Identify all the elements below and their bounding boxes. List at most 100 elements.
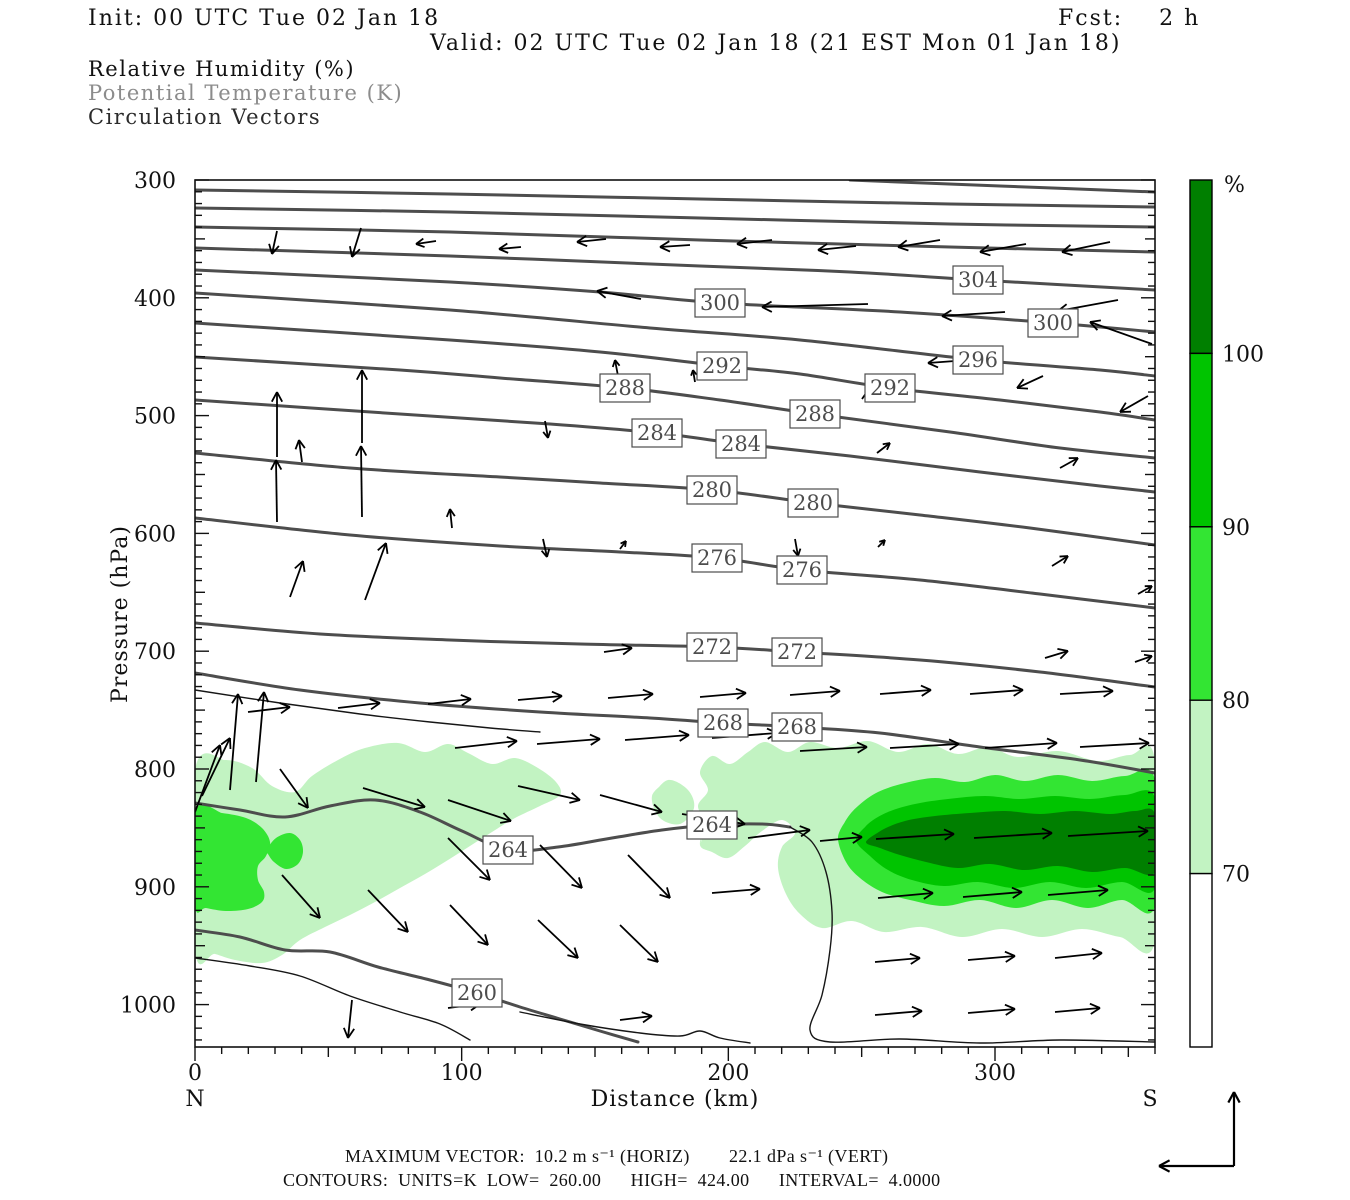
theta-contour-266 [195, 689, 541, 733]
colorbar-band-90 [1189, 352, 1213, 528]
wind-vector [690, 369, 698, 383]
wind-vector [819, 831, 863, 844]
contour-label-296: 296 [952, 345, 1004, 375]
svg-text:276: 276 [782, 558, 822, 582]
contour-label-292: 292 [696, 351, 748, 381]
colorbar-tick-70: 70 [1222, 863, 1250, 888]
wind-vector [195, 744, 223, 813]
wind-vector [229, 693, 244, 791]
contour-label-264: 264 [482, 835, 534, 865]
svg-text:288: 288 [795, 402, 835, 426]
wind-vector [877, 539, 886, 548]
wind-vector [979, 243, 1027, 257]
contour-label-284: 284 [631, 418, 683, 448]
wind-vector [542, 420, 552, 439]
wind-vector [927, 356, 956, 369]
wind-vector [415, 237, 437, 248]
svg-text:292: 292 [870, 376, 910, 400]
colorbar-tick-100: 100 [1222, 342, 1264, 367]
contour-label-272: 272 [771, 637, 823, 667]
contour-label-272: 272 [686, 632, 738, 662]
field-label-relative-humidity: Relative Humidity (%) [88, 57, 356, 81]
svg-text:1000: 1000 [120, 994, 176, 1019]
svg-text:0: 0 [188, 1061, 202, 1086]
wind-vector [596, 286, 642, 300]
svg-text:300: 300 [134, 169, 176, 194]
wind-vector [711, 883, 761, 896]
rh-fill-70 [651, 779, 695, 825]
theta-contour-260 [519, 1011, 751, 1044]
wind-vector [627, 854, 671, 899]
wind-vector [611, 359, 621, 377]
wind-vector [1054, 1002, 1101, 1015]
colorbar-tick-90: 90 [1222, 516, 1250, 541]
theta-contour-296 [195, 291, 1155, 378]
svg-text:100: 100 [441, 1061, 483, 1086]
wind-vector [1119, 395, 1149, 413]
wind-vector [540, 538, 551, 558]
wind-vector [537, 919, 579, 959]
wind-vector [607, 688, 654, 701]
svg-text:280: 280 [692, 478, 732, 502]
colorbar-tick-80: 80 [1222, 689, 1250, 714]
wind-vector [817, 243, 857, 255]
wind-vector [1089, 319, 1153, 345]
svg-text:264: 264 [488, 838, 528, 862]
wind-vector [289, 560, 306, 598]
svg-text:276: 276 [697, 546, 737, 570]
colorbar-band-bottom [1189, 872, 1213, 1048]
wind-vector [536, 733, 601, 746]
wind-vector [967, 950, 1016, 963]
rh-fill-70 [195, 742, 562, 965]
colorbar-band-100 [1189, 179, 1213, 355]
forecast-hour-label: Fcst: 2 h [1058, 6, 1201, 31]
svg-text:304: 304 [958, 268, 998, 292]
y-axis-title: Pressure (hPa) [108, 525, 133, 703]
field-label-circulation-vectors: Circulation Vectors [88, 105, 322, 129]
svg-text:500: 500 [134, 405, 176, 430]
north-end-label: N [185, 1087, 204, 1112]
wind-vector [576, 235, 607, 247]
contour-label-288: 288 [599, 373, 651, 403]
wind-vector [247, 702, 291, 715]
svg-text:300: 300 [974, 1061, 1016, 1086]
wind-vector [364, 542, 389, 601]
theta-contour-308 [195, 225, 1155, 254]
theta-contour-labels: 304 300 300 296 292 292 288 288 284 284 280 280 276 2… [451, 265, 1079, 1008]
wind-vector [356, 369, 368, 443]
contour-label-280: 280 [686, 475, 738, 505]
contour-label-260: 260 [451, 978, 503, 1008]
wind-vector [539, 844, 583, 889]
contour-label-268: 268 [697, 708, 749, 738]
theta-contour-276 [195, 516, 1155, 610]
south-end-label: S [1142, 1087, 1157, 1112]
svg-text:264: 264 [692, 813, 732, 837]
wind-vector [897, 239, 941, 252]
wind-vector [889, 738, 960, 751]
wind-vector [1047, 884, 1109, 897]
svg-text:300: 300 [1033, 311, 1073, 335]
wind-vector [1134, 653, 1153, 663]
contour-label-304: 304 [952, 265, 1004, 295]
wind-vector [877, 887, 934, 900]
contour-label-268: 268 [771, 712, 823, 742]
contour-label-276: 276 [691, 543, 743, 573]
wind-vector [619, 924, 659, 963]
wind-vector [1061, 241, 1111, 256]
wind-vector [279, 768, 309, 809]
wind-vector [268, 230, 280, 255]
theta-contour-288 [195, 355, 1155, 460]
wind-vector [619, 540, 627, 550]
svg-text:272: 272 [777, 640, 817, 664]
wind-vector [517, 690, 563, 703]
wind-vector [517, 785, 581, 804]
x-axis-title: Distance (km) [591, 1087, 760, 1112]
svg-text:284: 284 [721, 432, 761, 456]
svg-text:300: 300 [700, 291, 740, 315]
wind-vector [659, 240, 691, 253]
contour-label-292: 292 [864, 373, 916, 403]
contour-label-284: 284 [715, 429, 767, 459]
valid-time-label: Valid: 02 UTC Tue 02 Jan 18 (21 EST Mon … [430, 31, 1122, 56]
contour-label-276: 276 [776, 555, 828, 585]
colorbar-band-80 [1189, 526, 1213, 701]
